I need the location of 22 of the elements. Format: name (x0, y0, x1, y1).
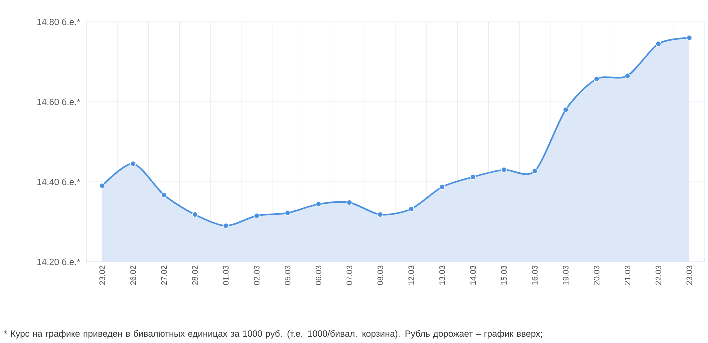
point (594, 76, 600, 82)
point (223, 223, 229, 229)
point (563, 107, 569, 113)
point (316, 202, 322, 208)
text: * Курс на графике приведен в бивалютных единицах за 1000 руб. (т.е. 1000/бивал. корзина). Рубль дорожает – график вверх; (4, 330, 542, 339)
point (470, 174, 476, 180)
point (501, 167, 508, 173)
point (254, 213, 260, 219)
y-tick-label: 14.60 б.е.* (38, 98, 80, 106)
point (656, 41, 662, 47)
y-tick-label: 14.40 б.е.* (38, 178, 80, 186)
point (161, 192, 168, 198)
y-tick-label: 14.20 б.е.* (38, 258, 80, 266)
point (130, 161, 136, 167)
point (686, 35, 692, 41)
point (532, 168, 538, 174)
point (100, 183, 106, 189)
point (624, 73, 631, 79)
point (439, 184, 446, 190)
point (284, 210, 291, 216)
y-tick-label: 14.80 б.е.* (38, 18, 80, 26)
point (408, 206, 414, 212)
